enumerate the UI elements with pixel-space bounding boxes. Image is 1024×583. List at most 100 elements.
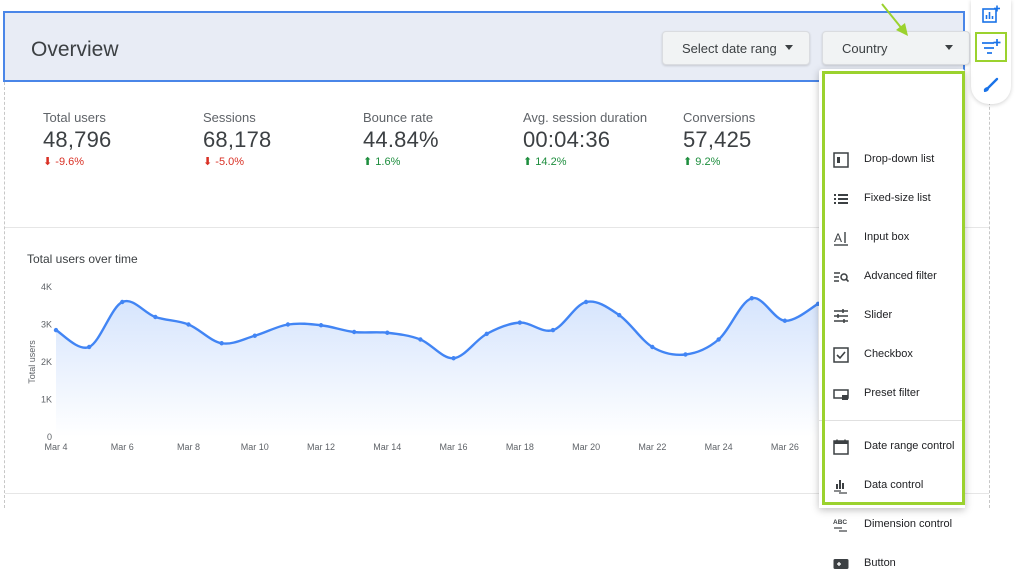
menu-item-label: Input box	[864, 231, 910, 243]
data-point[interactable]	[418, 337, 423, 342]
data-point[interactable]	[583, 299, 589, 305]
advanced-filter-icon	[832, 268, 850, 286]
preset-filter-icon	[832, 385, 850, 403]
add-chart-button[interactable]	[975, 0, 1007, 30]
y-tick-label: 0	[47, 432, 52, 442]
add-control-button[interactable]	[975, 32, 1007, 62]
menu-item-preset-filter[interactable]: Preset filter	[819, 375, 965, 413]
data-point[interactable]	[484, 331, 489, 337]
menu-item-label: Button	[864, 557, 896, 569]
data-point[interactable]	[120, 299, 125, 305]
menu-item-data-control[interactable]: Data control	[819, 467, 965, 505]
scorecard-label: Bounce rate	[363, 110, 434, 125]
slider-icon	[832, 307, 850, 325]
x-tick-label: Mar 6	[111, 442, 134, 452]
menu-item-label: Drop-down list	[864, 153, 935, 165]
button-icon	[832, 555, 850, 573]
scorecard-avg-session-duration[interactable]: Avg. session duration 00:04:36 ⬆ 14.2%	[523, 110, 673, 168]
arrow-up-icon: ⬆	[683, 156, 693, 168]
theme-brush-icon	[983, 77, 999, 92]
menu-item-advanced-filter[interactable]: Advanced filter	[819, 258, 965, 296]
menu-item-slider[interactable]: Slider	[819, 297, 965, 335]
menu-item-checkbox[interactable]: Checkbox	[819, 336, 965, 374]
data-point[interactable]	[318, 323, 324, 328]
y-tick-label: 2K	[41, 357, 52, 367]
x-tick-label: Mar 22	[638, 442, 666, 452]
arrow-annotation-icon	[881, 3, 908, 36]
scorecard-delta: ⬇ -5.0%	[203, 155, 353, 168]
area-fill	[56, 297, 818, 437]
menu-item-label: Preset filter	[864, 387, 920, 399]
data-point[interactable]	[650, 344, 655, 350]
arrow-up-icon: ⬆	[523, 156, 533, 168]
country-control-label: Country	[842, 41, 888, 56]
data-point[interactable]	[782, 318, 788, 323]
data-point[interactable]	[285, 322, 291, 327]
menu-item-input-box[interactable]: A Input box	[819, 219, 965, 257]
menu-item-button[interactable]: Button	[819, 545, 965, 583]
report-canvas: Overview Select date range Country	[0, 0, 1011, 569]
right-toolbar	[971, 0, 1011, 104]
arrow-down-icon: ⬇	[43, 156, 53, 168]
data-point[interactable]	[385, 330, 390, 335]
svg-text:ABC: ABC	[833, 519, 847, 526]
arrow-down-icon: ⬇	[203, 156, 213, 168]
menu-item-fixed-size-list[interactable]: Fixed-size list	[819, 180, 965, 218]
theme-button[interactable]	[975, 70, 1007, 100]
x-tick-label: Mar 10	[241, 442, 269, 452]
x-tick-label: Mar 4	[44, 442, 67, 452]
scorecard-value: 57,425	[683, 127, 752, 152]
dimension-control-icon: ABC	[832, 516, 850, 534]
date-range-control[interactable]: Select date range	[662, 31, 810, 65]
data-point[interactable]	[153, 314, 158, 320]
data-point[interactable]	[617, 312, 622, 318]
menu-item-label: Checkbox	[864, 348, 913, 360]
data-point[interactable]	[252, 333, 257, 338]
menu-item-date-range-control[interactable]: Date range control	[819, 428, 965, 466]
y-tick-label: 1K	[41, 395, 52, 405]
scorecard-label: Total users	[43, 110, 106, 125]
scorecard-delta-value: -9.6%	[55, 156, 85, 168]
scorecard-conversions[interactable]: Conversions 57,425 ⬆ 9.2%	[683, 110, 833, 168]
scorecard-delta: ⬆ 9.2%	[683, 155, 833, 168]
add-chart-icon	[982, 5, 1000, 23]
menu-item-drop-down-list[interactable]: Drop-down list	[819, 141, 965, 179]
data-point[interactable]	[186, 322, 191, 327]
data-point[interactable]	[550, 327, 556, 333]
data-point[interactable]	[716, 337, 721, 342]
data-point[interactable]	[517, 320, 523, 325]
scorecard-total-users[interactable]: Total users 48,796 ⬇ -9.6%	[43, 110, 193, 168]
data-point[interactable]	[53, 327, 59, 333]
calendar-icon	[832, 438, 850, 456]
chevron-down-icon	[785, 45, 793, 50]
x-tick-label: Mar 26	[771, 442, 799, 452]
data-point[interactable]	[749, 296, 754, 301]
data-point[interactable]	[86, 344, 92, 350]
y-axis-label: Total users	[27, 340, 37, 384]
scorecard-value: 44.84%	[363, 127, 439, 152]
menu-item-dimension-control[interactable]: ABC Dimension control	[819, 506, 965, 544]
menu-item-label: Slider	[864, 309, 893, 321]
x-tick-label: Mar 12	[307, 442, 335, 452]
scorecard-sessions[interactable]: Sessions 68,178 ⬇ -5.0%	[203, 110, 353, 168]
x-tick-label: Mar 18	[506, 442, 534, 452]
x-tick-label: Mar 14	[373, 442, 401, 452]
scorecard-delta-value: -5.0%	[215, 156, 245, 168]
country-control[interactable]: Country	[822, 31, 970, 65]
data-point[interactable]	[451, 356, 456, 361]
scorecard-value: 00:04:36	[523, 127, 611, 152]
data-point[interactable]	[219, 341, 224, 346]
series-line	[55, 297, 819, 360]
data-point[interactable]	[683, 352, 688, 357]
svg-text:A: A	[834, 231, 842, 245]
dropdown-list-icon	[832, 151, 850, 169]
menu-item-label: Dimension control	[864, 518, 953, 530]
data-point[interactable]	[351, 329, 357, 335]
y-tick-label: 3K	[41, 320, 52, 330]
y-tick-label: 4K	[41, 282, 52, 292]
scorecard-delta-value: 1.6%	[375, 156, 401, 168]
scorecard-label: Avg. session duration	[523, 110, 648, 125]
scorecard-delta: ⬆ 14.2%	[523, 155, 673, 168]
total-users-line-chart[interactable]: 0 1K 2K 3K 4K Mar 4 Mar 6 Mar 8 Mar 10 Mar 12 Mar…	[0, 270, 821, 470]
scorecard-bounce-rate[interactable]: Bounce rate 44.84% ⬆ 1.6%	[363, 110, 513, 168]
